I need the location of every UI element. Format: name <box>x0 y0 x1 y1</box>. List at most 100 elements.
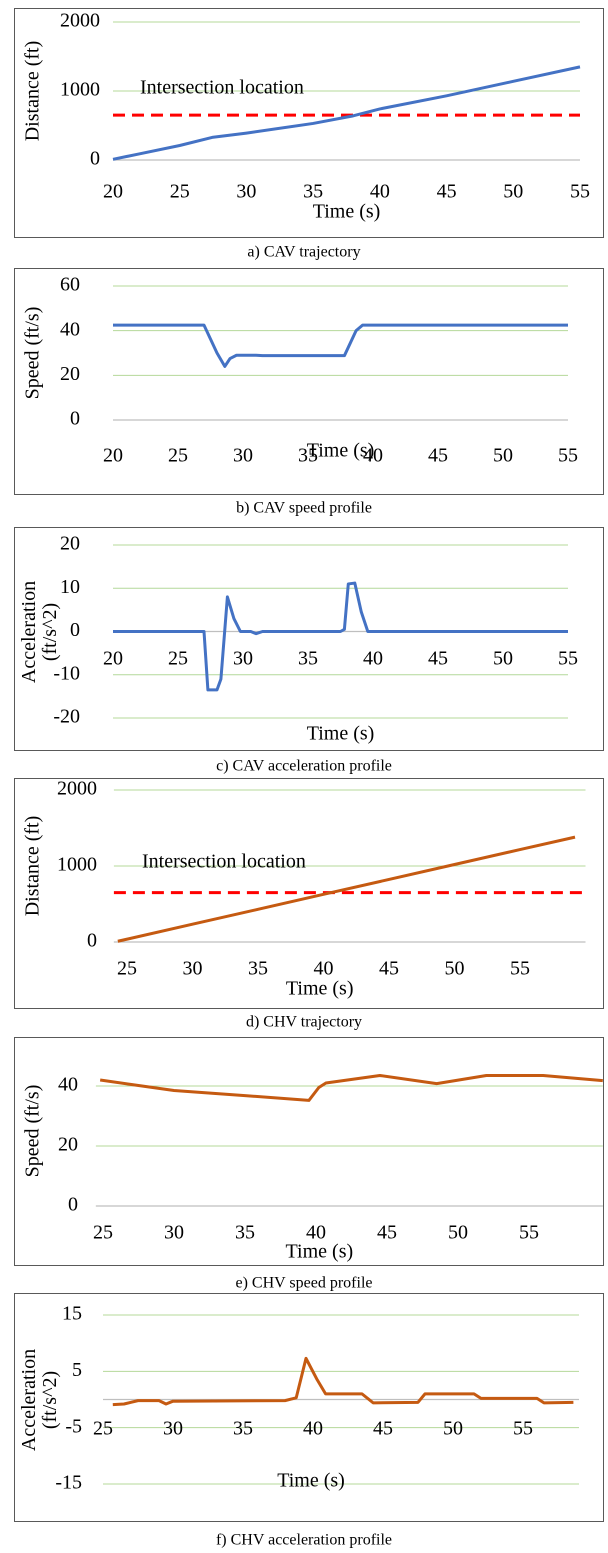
x-tick-label: 20 <box>103 648 123 670</box>
y-axis-title: Acceleration (ft/s^2) <box>18 1348 61 1451</box>
y-tick-label: 5 <box>72 1359 82 1381</box>
x-tick-label: 50 <box>503 181 523 203</box>
caption: b) CAV speed profile <box>236 500 372 517</box>
x-axis-title: Time (s) <box>307 723 375 745</box>
x-tick-label: 35 <box>298 445 318 467</box>
y-tick-label: 40 <box>60 318 80 340</box>
y-tick-label: 0 <box>70 408 80 430</box>
x-tick-label: 20 <box>103 181 123 203</box>
y-tick-label: 1000 <box>57 854 97 876</box>
y-tick-label: -10 <box>53 662 80 684</box>
y-tick-label: 20 <box>58 1134 78 1156</box>
x-axis-title: Time (s) <box>286 1241 354 1263</box>
y-axis-title: Acceleration (ft/s^2) <box>18 580 61 683</box>
y-axis-title: Distance (ft) <box>21 40 44 142</box>
x-tick-label: 55 <box>513 1418 533 1440</box>
x-tick-label: 45 <box>437 181 457 203</box>
x-tick-label: 50 <box>443 1418 463 1440</box>
y-tick-label: 40 <box>58 1074 78 1096</box>
data-line <box>112 1356 574 1407</box>
x-tick-label: 40 <box>363 648 383 670</box>
x-tick-label: 55 <box>510 958 530 980</box>
x-tick-label: 35 <box>248 958 268 980</box>
panel-border <box>14 1293 604 1522</box>
x-tick-label: 45 <box>428 445 448 467</box>
x-axis-title: Time (s) <box>277 1470 345 1492</box>
x-tick-label: 45 <box>377 1222 397 1244</box>
y-tick-label: 1000 <box>60 79 100 101</box>
caption: e) CHV speed profile <box>236 1275 373 1292</box>
data-line <box>113 581 568 692</box>
y-tick-label: 0 <box>90 148 100 170</box>
x-tick-label: 45 <box>379 958 399 980</box>
x-tick-label: 40 <box>363 445 383 467</box>
y-tick-label: 0 <box>68 1194 78 1216</box>
y-tick-label: -20 <box>53 706 80 728</box>
x-tick-label: 40 <box>306 1222 326 1244</box>
x-tick-label: 30 <box>164 1222 184 1244</box>
x-tick-label: 50 <box>493 445 513 467</box>
y-tick-label: -5 <box>65 1415 82 1437</box>
data-line <box>99 1074 603 1102</box>
x-axis-title: Time (s) <box>307 440 375 462</box>
x-tick-label: 30 <box>233 648 253 670</box>
x-tick-label: 35 <box>233 1418 253 1440</box>
x-tick-label: 35 <box>298 648 318 670</box>
x-axis-title: Time (s) <box>313 201 381 223</box>
x-tick-label: 25 <box>168 648 188 670</box>
caption: f) CHV acceleration profile <box>216 1532 392 1549</box>
y-tick-label: 15 <box>62 1303 82 1325</box>
x-tick-label: 30 <box>236 181 256 203</box>
y-tick-label: 2000 <box>60 10 100 32</box>
y-tick-label: 0 <box>70 619 80 641</box>
panel-border <box>14 527 604 751</box>
x-tick-label: 25 <box>168 445 188 467</box>
caption: a) CAV trajectory <box>247 244 360 261</box>
y-tick-label: 20 <box>60 533 80 555</box>
data-line <box>117 835 576 943</box>
x-tick-label: 55 <box>558 648 578 670</box>
x-tick-label: 40 <box>314 958 334 980</box>
annotation: Intersection location <box>140 77 304 99</box>
x-tick-label: 30 <box>183 958 203 980</box>
x-tick-label: 25 <box>93 1418 113 1440</box>
y-tick-label: 0 <box>87 930 97 952</box>
data-line <box>113 323 568 368</box>
x-tick-label: 55 <box>519 1222 539 1244</box>
x-tick-label: 45 <box>373 1418 393 1440</box>
x-tick-label: 30 <box>163 1418 183 1440</box>
data-line <box>112 65 581 161</box>
x-tick-label: 25 <box>117 958 137 980</box>
y-axis-title: Speed (ft/s) <box>21 306 44 400</box>
x-tick-label: 45 <box>428 648 448 670</box>
x-tick-label: 50 <box>448 1222 468 1244</box>
x-axis-title: Time (s) <box>286 978 354 1000</box>
y-axis-title: Distance (ft) <box>21 815 44 917</box>
x-tick-label: 55 <box>558 445 578 467</box>
y-tick-label: -15 <box>55 1472 82 1494</box>
y-tick-label: 10 <box>60 576 80 598</box>
panel-border <box>14 268 604 495</box>
x-tick-label: 30 <box>233 445 253 467</box>
panel-border <box>14 8 604 238</box>
x-tick-label: 40 <box>370 181 390 203</box>
y-axis-title: Speed (ft/s) <box>21 1084 44 1178</box>
caption: d) CHV trajectory <box>246 1014 362 1031</box>
x-tick-label: 50 <box>445 958 465 980</box>
x-tick-label: 55 <box>570 181 590 203</box>
panel-border <box>14 1037 604 1266</box>
y-tick-label: 60 <box>60 274 80 296</box>
y-tick-label: 2000 <box>57 778 97 800</box>
x-tick-label: 40 <box>303 1418 323 1440</box>
x-tick-label: 20 <box>103 445 123 467</box>
annotation: Intersection location <box>142 851 306 873</box>
x-tick-label: 25 <box>170 181 190 203</box>
x-tick-label: 25 <box>93 1222 113 1244</box>
y-tick-label: 20 <box>60 363 80 385</box>
x-tick-label: 50 <box>493 648 513 670</box>
x-tick-label: 35 <box>303 181 323 203</box>
x-tick-label: 35 <box>235 1222 255 1244</box>
panel-border <box>14 778 604 1009</box>
